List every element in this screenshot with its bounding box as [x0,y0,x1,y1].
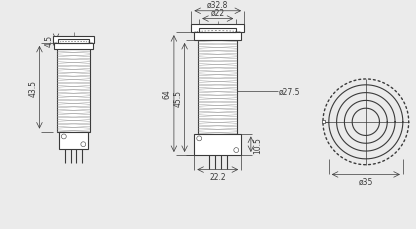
Circle shape [81,142,86,147]
Circle shape [197,136,202,141]
Bar [59,132,88,150]
Text: 64: 64 [163,89,172,99]
Text: ø32.8: ø32.8 [207,1,228,10]
Text: ø22: ø22 [210,9,225,18]
Bar [58,40,89,44]
Text: 10.5: 10.5 [253,136,262,153]
Text: 45.5: 45.5 [173,90,183,106]
Bar [194,33,241,41]
Circle shape [62,134,66,139]
Text: ø35: ø35 [359,177,373,185]
Bar [53,37,94,44]
Bar [194,134,241,155]
Circle shape [234,148,239,153]
Bar [322,121,325,124]
Text: ø27.5: ø27.5 [279,87,301,96]
Text: 22.2: 22.2 [209,172,226,181]
Bar [191,25,244,33]
Bar [198,41,237,134]
Text: 43.5: 43.5 [29,79,37,96]
Bar [199,28,236,33]
Bar [57,49,90,132]
Bar [54,44,93,49]
Text: 4.5: 4.5 [45,34,54,46]
